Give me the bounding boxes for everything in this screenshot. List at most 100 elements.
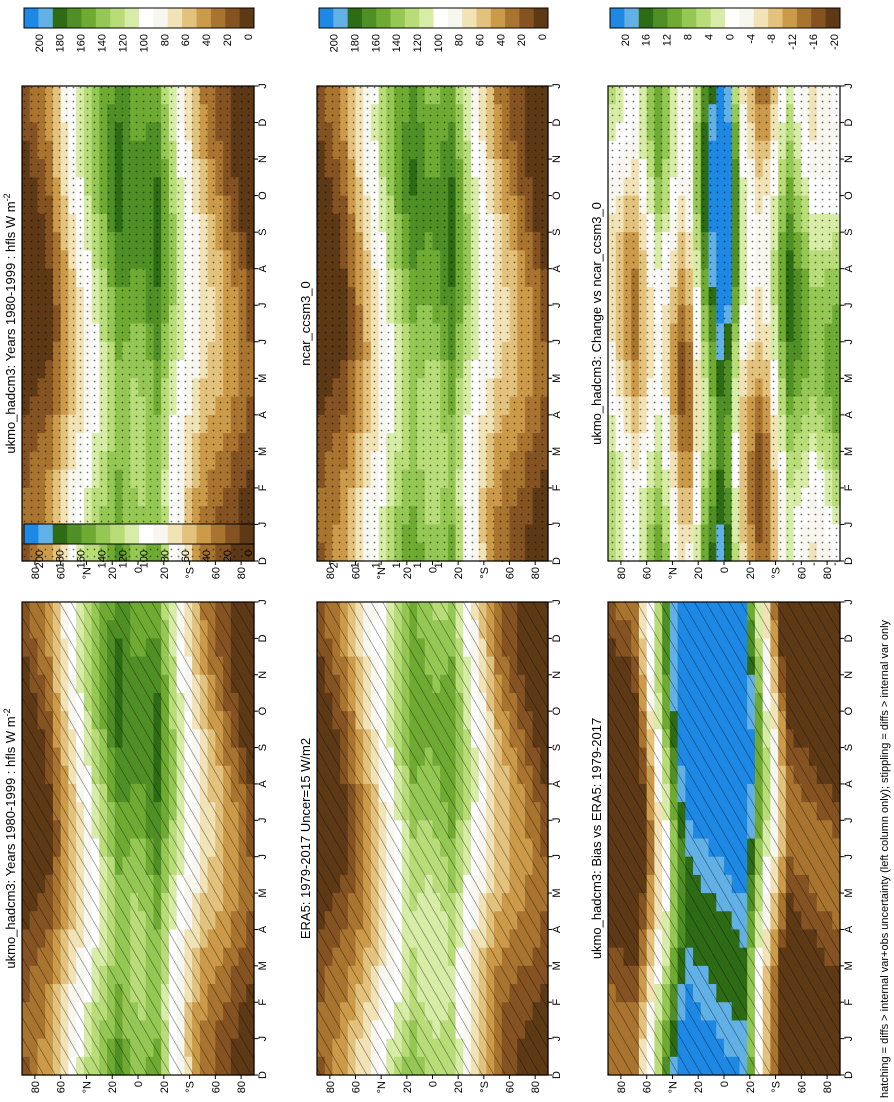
colorbar-swatch <box>139 8 154 28</box>
lat-tick-label: 0 <box>428 1081 440 1087</box>
month-tick-label: O <box>257 706 269 715</box>
lat-tick-label: 20 <box>107 1081 119 1093</box>
colorbar-swatch <box>81 8 97 28</box>
month-tick-label: F <box>257 484 269 491</box>
month-tick-label: J <box>257 599 269 605</box>
colorbar-swatch <box>139 524 154 544</box>
month-tick-label: M <box>257 888 269 897</box>
lat-tick-label: 20 <box>159 567 171 579</box>
month-tick-label: F <box>257 999 269 1006</box>
colorbar-swatch <box>153 524 169 544</box>
colorbar-label: 180 <box>55 34 67 52</box>
month-tick-label: D <box>551 557 563 565</box>
lat-tick-label: 20 <box>159 1081 171 1093</box>
month-tick-label: D <box>551 634 563 642</box>
significance-overlay <box>317 602 548 1075</box>
month-tick-label: A <box>843 780 855 788</box>
lat-tick-label: 80 <box>530 567 542 579</box>
month-tick-label: J <box>551 522 563 528</box>
month-tick-label: M <box>843 888 855 897</box>
month-tick-label: N <box>843 671 855 679</box>
month-tick-label: M <box>551 961 563 970</box>
significance-overlay <box>317 86 548 561</box>
month-tick-label: J <box>843 854 855 860</box>
month-tick-label: D <box>257 1071 269 1079</box>
colorbar-swatch <box>38 8 54 28</box>
colorbar-swatch <box>38 524 54 544</box>
lat-tick-label: 60 <box>56 567 68 579</box>
month-tick-label: J <box>551 83 563 89</box>
lat-tick-label: 20 <box>453 1081 465 1093</box>
month-tick-label: D <box>257 557 269 565</box>
month-tick-label: S <box>257 228 269 235</box>
month-tick-label: A <box>551 925 563 933</box>
colorbar-swatch <box>476 8 492 28</box>
lat-tick-label: 80 <box>236 1081 248 1093</box>
month-tick-label: A <box>551 264 563 272</box>
chart-title: ukmo_hadcm3: Bias vs ERA5: 1979-2017 <box>589 718 604 959</box>
heatmap-panel: ukmo_hadcm3: Years 1980-1999 : hfls W m-… <box>2 523 269 1093</box>
colorbar-label: 80 <box>159 550 171 562</box>
month-tick-label: N <box>257 155 269 163</box>
month-tick-label: J <box>257 818 269 824</box>
colorbar-label: 60 <box>474 34 486 46</box>
month-tick-label: J <box>257 1036 269 1042</box>
month-tick-label: A <box>257 925 269 933</box>
month-tick-label: D <box>257 634 269 642</box>
month-tick-label: M <box>551 447 563 456</box>
lat-tick-label: 20 <box>107 567 119 579</box>
lat-tick-label: 60 <box>210 1081 222 1093</box>
colorbar-swatch <box>182 524 197 544</box>
month-tick-label: J <box>257 339 269 345</box>
month-tick-label: O <box>843 706 855 715</box>
lat-tick-label: 80 <box>236 567 248 579</box>
colorbar-swatch <box>462 8 477 28</box>
colorbar-label: 60 <box>180 34 192 46</box>
colorbar-label: 160 <box>76 550 88 568</box>
colorbar-label: 120 <box>117 550 129 568</box>
lat-tick-label: 60 <box>505 567 517 579</box>
lat-tick-label: 20 <box>402 567 414 579</box>
colorbar-label: 120 <box>412 34 424 52</box>
lat-tick-label: 60 <box>351 1081 363 1093</box>
lat-tick-label: 20 <box>453 567 465 579</box>
month-tick-label: F <box>551 484 563 491</box>
month-tick-label: J <box>551 339 563 345</box>
colorbar-label: 60 <box>180 550 192 562</box>
colorbar-swatch <box>225 524 241 544</box>
month-tick-label: M <box>551 374 563 383</box>
lat-tick-label: 60 <box>210 567 222 579</box>
colorbar-swatch <box>210 524 226 544</box>
colorbar-label: 160 <box>370 34 382 52</box>
lat-tick-label: °N <box>376 567 388 579</box>
lat-tick-label: °S <box>771 1081 783 1093</box>
colorbar-swatch <box>196 8 212 28</box>
colorbar-label: 160 <box>76 34 88 52</box>
colorbar-swatch <box>196 524 212 544</box>
colorbar-swatch <box>95 8 111 28</box>
lat-tick-label: 80 <box>30 1081 42 1093</box>
colorbar-frame <box>23 7 255 29</box>
colorbar-label: 80 <box>159 34 171 46</box>
colorbar-label: 200 <box>329 34 341 52</box>
lat-tick-label: 60 <box>505 1081 517 1093</box>
colorbar-swatch <box>361 8 377 28</box>
lat-tick-label: 20 <box>693 1081 705 1093</box>
month-tick-label: J <box>551 854 563 860</box>
lat-tick-label: 0 <box>719 1081 731 1087</box>
lat-tick-label: °S <box>185 1081 197 1093</box>
colorbar-swatch <box>390 8 406 28</box>
month-tick-label: N <box>257 671 269 679</box>
colorbar-swatch <box>24 524 39 544</box>
footnote: hatching = diffs > internal var+obs unce… <box>879 619 891 1098</box>
month-tick-label: S <box>843 744 855 751</box>
lat-tick-label: 60 <box>796 1081 808 1093</box>
month-tick-label: J <box>843 818 855 824</box>
lat-tick-label: 0 <box>133 567 145 573</box>
colorbar-label: 200 <box>34 34 46 52</box>
colorbar-swatch <box>24 8 39 28</box>
month-tick-label: A <box>257 780 269 788</box>
